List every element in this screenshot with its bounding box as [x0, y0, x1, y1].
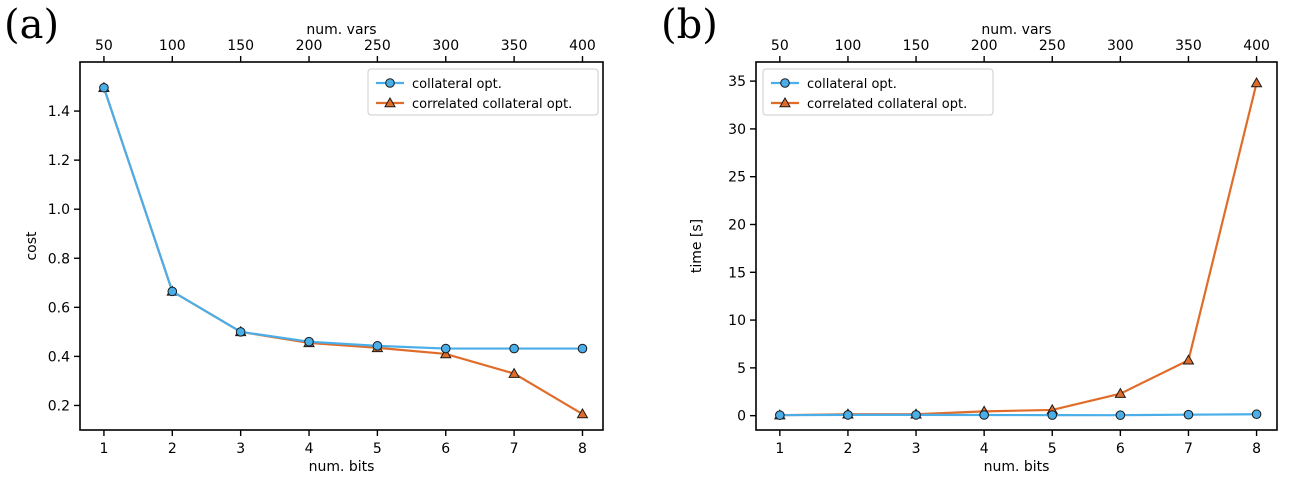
data-point — [235, 327, 246, 337]
series-line — [102, 87, 584, 415]
data-point — [372, 341, 383, 351]
legend-marker — [780, 78, 790, 88]
x-tick-label: 5 — [373, 441, 382, 457]
y-tick-label: 1.2 — [48, 153, 70, 169]
y-tick-label: 25 — [728, 170, 746, 186]
data-point — [1251, 409, 1262, 420]
y-tick-label: 10 — [728, 313, 746, 329]
legend: collateral opt. correlated collateral opt… — [367, 68, 599, 116]
data-point — [576, 408, 589, 419]
plot-frame — [79, 61, 604, 431]
top-x-tick-label: 50 — [771, 38, 789, 54]
top-x-tick-label: 350 — [1175, 38, 1202, 54]
x-tick-label: 2 — [168, 441, 177, 457]
top-x-tick-label: 350 — [501, 38, 528, 54]
y-tick-label: 35 — [728, 74, 746, 90]
series-line — [779, 413, 1257, 417]
top-x-tick-label: 400 — [1243, 38, 1270, 54]
legend-marker — [385, 78, 395, 88]
x-tick-label: 6 — [1116, 441, 1125, 457]
y-tick-label: 30 — [728, 122, 746, 138]
data-point — [1183, 409, 1194, 420]
top-x-tick-label: 250 — [364, 38, 391, 54]
legend-label: correlated collateral opt. — [807, 97, 967, 112]
y-axis-label: time [s] — [689, 219, 705, 273]
legend-label: collateral opt. — [412, 77, 502, 92]
legend-marker — [779, 96, 791, 108]
x-tick-label: 2 — [843, 441, 852, 457]
x-tick-label: 3 — [912, 441, 921, 457]
x-tick-label: 8 — [1252, 441, 1261, 457]
x-tick-label: 4 — [980, 441, 989, 457]
series-line — [102, 87, 583, 350]
chart-panel-a: (a) 1 2 3 4 5 6 7 8 50 100 150 200 250 300 350 400 num. … — [4, 2, 604, 475]
y-axis-label: cost — [24, 231, 40, 261]
legend-label: correlated collateral opt. — [412, 97, 572, 112]
data-point — [508, 367, 520, 378]
x-tick-label: 7 — [510, 441, 519, 457]
data-point — [1182, 354, 1195, 365]
top-x-tick-label: 300 — [432, 38, 459, 54]
plot-frame — [755, 61, 1278, 431]
data-point — [1047, 410, 1058, 420]
legend: collateral opt. correlated collateral opt… — [762, 68, 994, 116]
top-x-axis-label: num. vars — [306, 22, 376, 38]
top-x-axis-label: num. vars — [981, 22, 1051, 38]
x-tick-label: 5 — [1048, 441, 1057, 457]
panel-label: (a) — [4, 2, 60, 48]
top-x-tick-label: 100 — [835, 38, 862, 54]
x-tick-label: 1 — [99, 441, 108, 457]
top-x-tick-label: 200 — [296, 38, 323, 54]
x-axis-label: num. bits — [984, 459, 1050, 475]
data-point — [440, 343, 451, 354]
top-x-tick-label: 300 — [1107, 38, 1134, 54]
y-tick-label: 0 — [737, 409, 746, 425]
chart-panel-b: (b) 1 2 3 4 5 6 7 8 50 100 150 200 250 300 350 400 num. … — [655, 0, 1310, 486]
y-tick-label: 0.2 — [48, 398, 70, 414]
data-point — [304, 336, 314, 347]
data-point — [1115, 410, 1126, 420]
top-x-tick-label: 400 — [569, 38, 596, 54]
x-tick-label: 3 — [236, 441, 245, 457]
top-x-tick-label: 250 — [1039, 38, 1066, 54]
data-point — [775, 410, 785, 420]
data-point — [911, 410, 921, 420]
y-tick-label: 0.8 — [48, 251, 70, 267]
y-tick-label: 0.6 — [48, 300, 70, 316]
data-point — [577, 343, 588, 354]
top-x-tick-label: 50 — [95, 38, 113, 54]
data-point — [843, 410, 853, 420]
y-tick-label: 20 — [728, 217, 746, 233]
data-point — [99, 82, 109, 93]
panel-label: (b) — [661, 2, 718, 48]
data-point — [509, 343, 519, 354]
legend-label: collateral opt. — [807, 77, 897, 92]
data-point — [979, 410, 989, 420]
x-tick-label: 1 — [775, 441, 784, 457]
legend-box — [367, 68, 599, 116]
y-tick-label: 5 — [737, 361, 746, 377]
legend-box — [762, 68, 994, 116]
x-tick-label: 6 — [441, 441, 450, 457]
data-point — [1114, 387, 1127, 398]
data-point — [1250, 77, 1263, 88]
top-x-tick-label: 150 — [227, 38, 254, 54]
y-tick-label: 0.4 — [48, 349, 70, 365]
top-x-tick-label: 100 — [159, 38, 186, 54]
x-tick-label: 7 — [1184, 441, 1193, 457]
y-tick-label: 1.4 — [48, 104, 70, 120]
y-tick-label: 1.0 — [48, 202, 70, 218]
y-tick-label: 15 — [728, 265, 746, 281]
legend-marker — [384, 96, 396, 108]
x-tick-label: 4 — [305, 441, 314, 457]
data-point — [167, 286, 178, 297]
top-x-tick-label: 150 — [903, 38, 930, 54]
x-axis-label: num. bits — [309, 459, 375, 475]
chart-a-svg: 1 2 3 4 5 6 7 8 50 100 150 200 250 300 350 400 num. bits… — [24, 22, 604, 475]
top-x-tick-label: 200 — [971, 38, 998, 54]
series-line — [779, 82, 1258, 417]
x-tick-label: 8 — [578, 441, 587, 457]
